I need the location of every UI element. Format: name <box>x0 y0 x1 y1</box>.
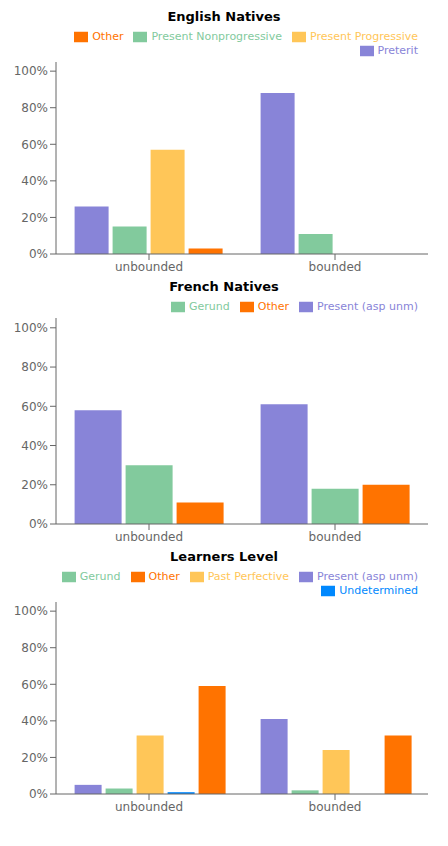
html-text:Undetermined: Undetermined <box>339 584 418 597</box>
svg-text:20%: 20% <box>21 751 48 765</box>
svg-text:60%: 60% <box>21 400 48 414</box>
svg-text:60%: 60% <box>21 138 48 152</box>
svg-text:40%: 40% <box>21 174 48 188</box>
svg-text:100%: 100% <box>14 604 48 618</box>
html-text:Gerund: Gerund <box>189 300 230 313</box>
svg-text:bounded: bounded <box>309 800 362 814</box>
svg-text:40%: 40% <box>21 439 48 453</box>
svg-text:80%: 80% <box>21 360 48 374</box>
svg-text:unbounded: unbounded <box>115 260 183 274</box>
svg-text:0%: 0% <box>29 247 48 261</box>
html-text:Present Nonprogressive: Present Nonprogressive <box>151 30 282 43</box>
svg-text:100%: 100% <box>14 321 48 335</box>
svg-text:0%: 0% <box>29 787 48 801</box>
svg-text:20%: 20% <box>21 478 48 492</box>
svg-text:unbounded: unbounded <box>115 800 183 814</box>
svg-text:unbounded: unbounded <box>115 530 183 544</box>
html-text:Present (asp unm): Present (asp unm) <box>317 300 418 313</box>
svg-text:80%: 80% <box>21 641 48 655</box>
html-text:English Natives: English Natives <box>167 9 281 24</box>
svg-text:80%: 80% <box>21 101 48 115</box>
svg-text:0%: 0% <box>29 517 48 531</box>
html-text:Present (asp unm): Present (asp unm) <box>317 570 418 583</box>
html-text:Gerund: Gerund <box>79 570 121 583</box>
html-text:Preterit: Preterit <box>377 44 418 57</box>
html-text:Learners Level: Learners Level <box>170 549 278 564</box>
html-text:Past Perfective: Past Perfective <box>207 570 289 583</box>
svg-text:60%: 60% <box>21 678 48 692</box>
svg-text:bounded: bounded <box>309 260 362 274</box>
html-text:Present Progressive: Present Progressive <box>310 30 418 43</box>
svg-text:40%: 40% <box>21 714 48 728</box>
html-text:Other: Other <box>257 300 289 313</box>
svg-text:bounded: bounded <box>309 530 362 544</box>
html-text:French Natives: French Natives <box>169 279 279 294</box>
svg-text:20%: 20% <box>21 211 48 225</box>
svg-text:100%: 100% <box>14 64 48 78</box>
html-text:Other: Other <box>148 570 180 583</box>
html-text:Other: Other <box>92 30 124 43</box>
